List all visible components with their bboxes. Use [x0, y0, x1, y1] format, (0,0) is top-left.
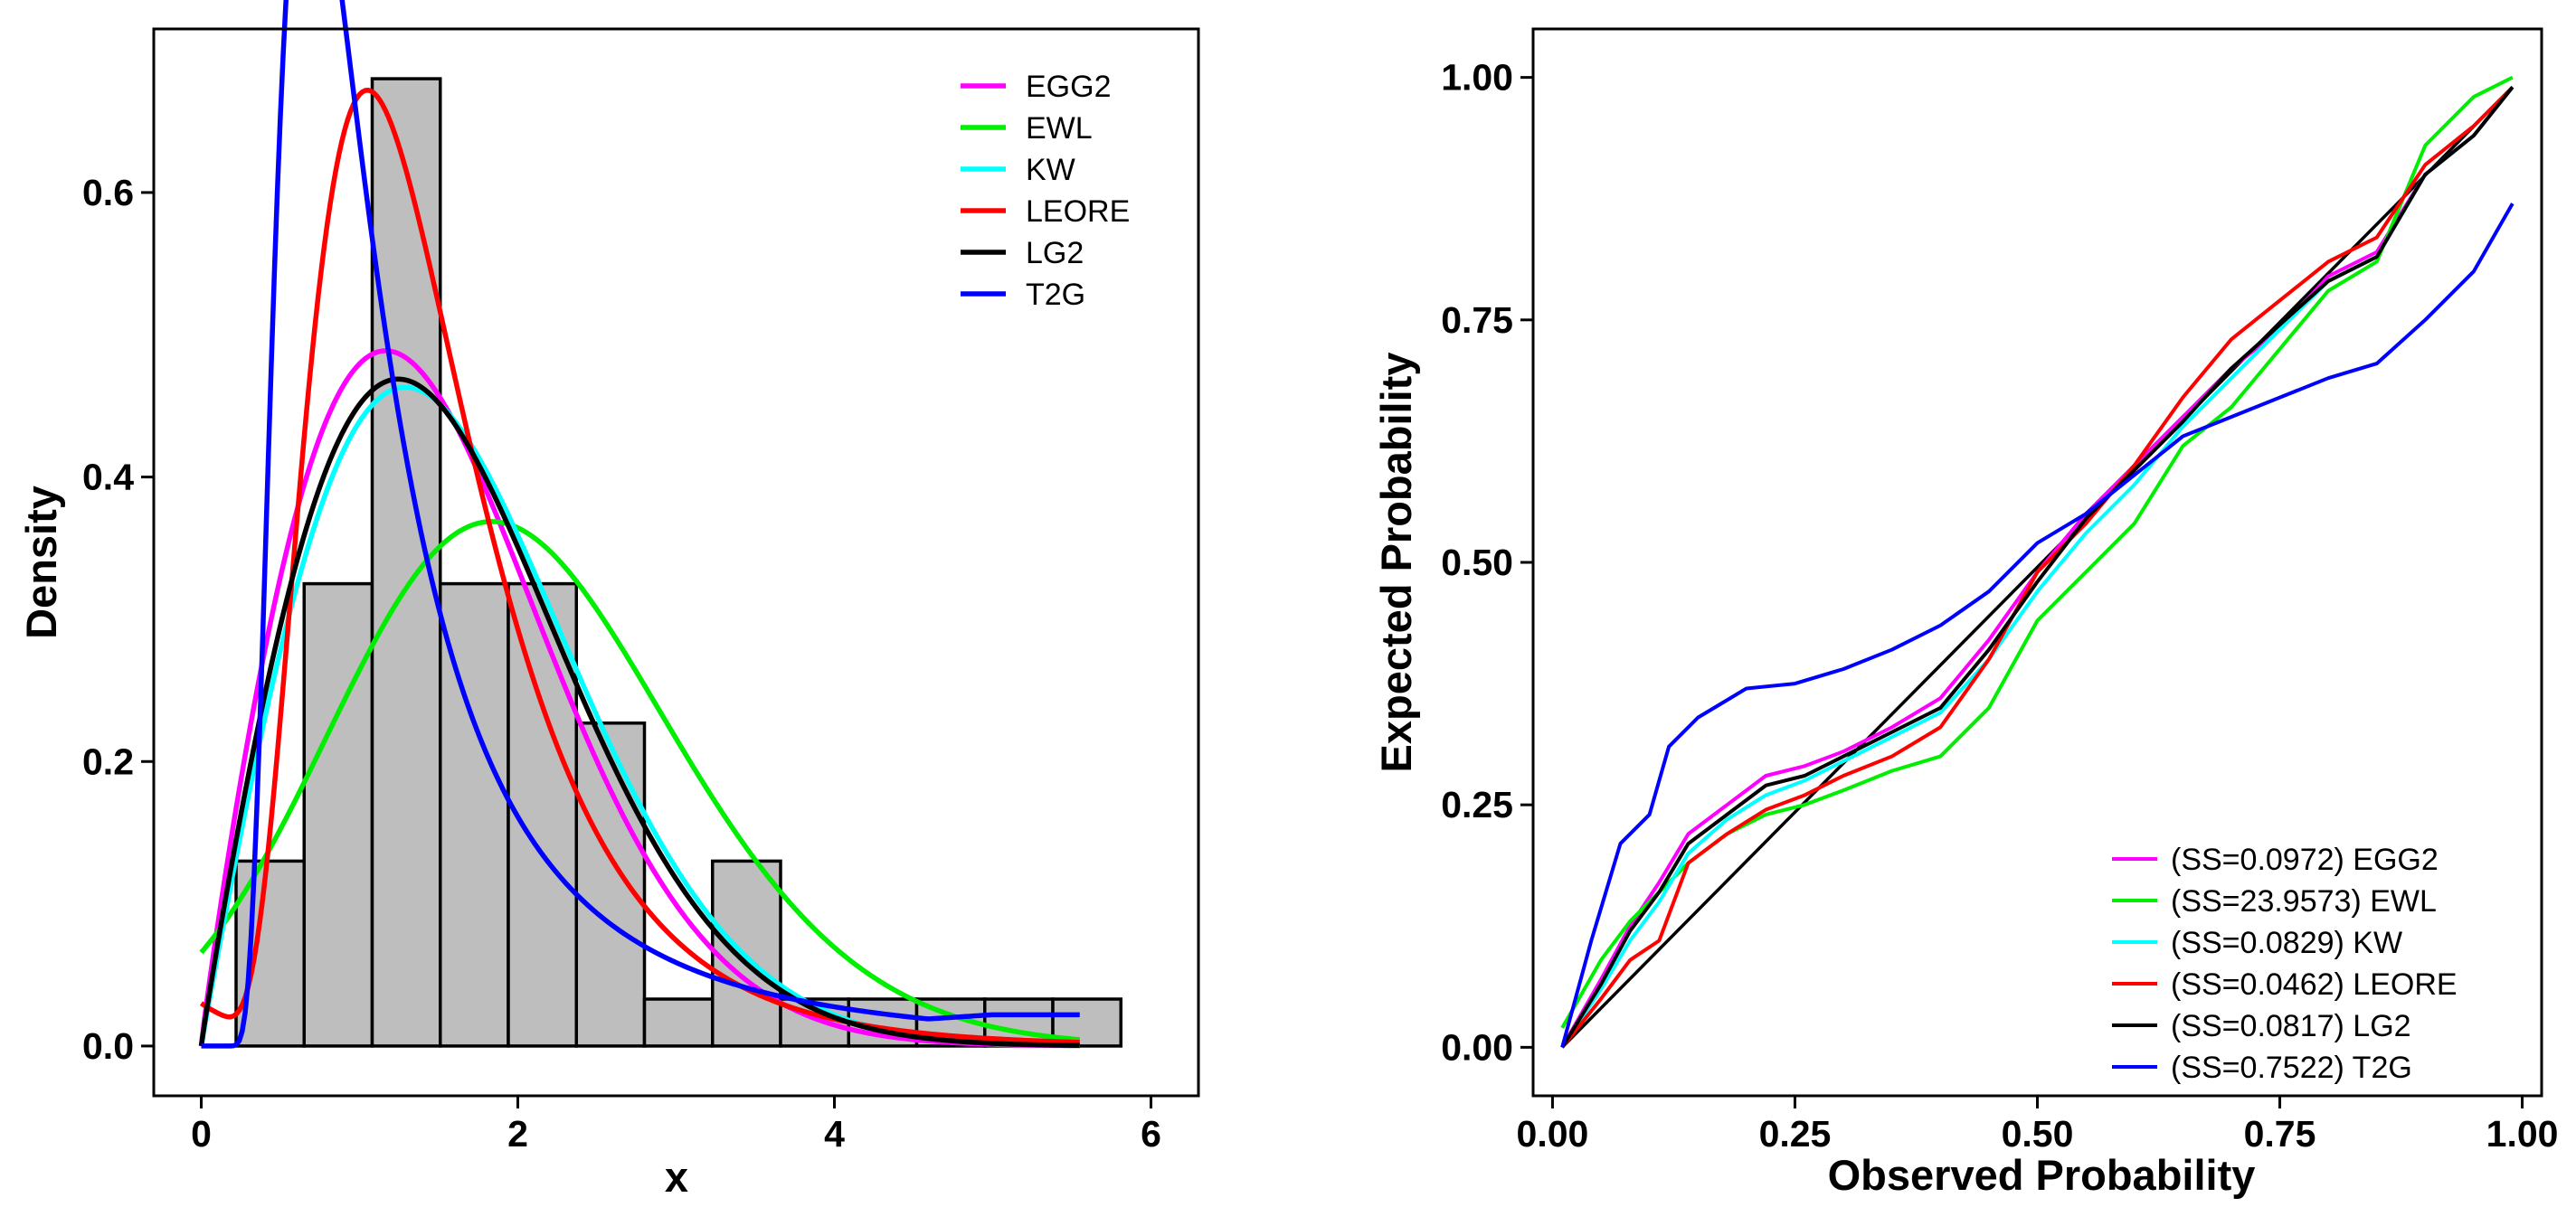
histogram-bar-8 — [711, 859, 782, 1048]
density-curve-t2g — [201, 0, 1080, 1049]
pp-legend-label-leore: (SS=0.0462) LEORE — [2171, 967, 2458, 1002]
density-curve-lg2 — [198, 376, 1080, 1049]
pp-lines — [1560, 75, 2514, 1049]
histogram-x-tick-label: 6 — [1141, 1113, 1161, 1155]
pp-line-lg2 — [1560, 86, 2514, 1049]
pp-legend-label-kw: (SS=0.0829) KW — [2171, 926, 2402, 960]
histogram-y-axis-title: Density — [17, 486, 65, 639]
legend-label-leore: LEORE — [1026, 194, 1130, 229]
pp-legend-label-lg2: (SS=0.0817) LG2 — [2171, 1009, 2411, 1043]
histogram-bar-2 — [302, 581, 374, 1048]
histogram-y-tick-label: 0.0 — [82, 1025, 134, 1067]
pp-y-tick-label: 0.00 — [1441, 1026, 1513, 1068]
histogram-bar-13 — [1051, 997, 1122, 1048]
legend-label-ewl: EWL — [1026, 111, 1093, 146]
histogram-x-axis-title: x — [665, 1153, 688, 1201]
pp-y-tick-label: 0.50 — [1441, 542, 1513, 583]
pp-y-tick-label: 0.75 — [1441, 299, 1513, 341]
histogram-y-tick-label: 0.6 — [82, 172, 134, 213]
legend-label-lg2: LG2 — [1026, 236, 1084, 270]
histogram-panel: 0 2 4 6 0.0 0.2 0.4 0.6 x Density EGG2 EWL KW LEO… — [17, 0, 1200, 1201]
histogram-x-tick-label: 4 — [824, 1113, 845, 1155]
pp-x-axis-title: Observed Probability — [1828, 1151, 2256, 1199]
pp-x-tick-label: 0.75 — [2244, 1113, 2316, 1155]
pp-legend-label-egg2: (SS=0.0972) EGG2 — [2171, 843, 2439, 877]
pp-x-ticks: 0.00 0.25 0.50 0.75 1.00 — [1517, 1096, 2559, 1155]
histogram-bar-5 — [507, 581, 578, 1048]
histogram-legend: EGG2 EWL KW LEORE LG2 T2G — [961, 70, 1130, 312]
pp-x-tick-label: 0.50 — [2002, 1113, 2074, 1155]
pp-y-axis-title: Expected Probability — [1372, 353, 1420, 773]
histogram-y-tick-label: 0.4 — [82, 457, 134, 498]
density-curve-leore — [199, 88, 1080, 1045]
pp-legend: (SS=0.0972) EGG2 (SS=23.9573) EWL (SS=0.08… — [2112, 843, 2458, 1085]
density-curve-ewl — [199, 519, 1080, 1042]
histogram-y-ticks: 0.0 0.2 0.4 0.6 — [82, 172, 154, 1067]
pp-x-tick-label: 0.00 — [1517, 1113, 1589, 1155]
histogram-y-tick-label: 0.2 — [82, 740, 134, 782]
histogram-bar-7 — [642, 997, 715, 1048]
histogram-x-ticks: 0 2 4 6 — [191, 1096, 1161, 1155]
pp-legend-label-ewl: (SS=23.9573) EWL — [2171, 884, 2437, 919]
histogram-bar-6 — [574, 721, 647, 1048]
pp-y-tick-label: 0.25 — [1441, 784, 1513, 825]
histogram-x-tick-label: 2 — [507, 1113, 528, 1155]
pp-line-leore — [1560, 85, 2514, 1049]
pp-legend-label-t2g: (SS=0.7522) T2G — [2171, 1051, 2412, 1085]
legend-label-t2g: T2G — [1026, 278, 1085, 312]
pp-x-tick-label: 0.25 — [1759, 1113, 1832, 1155]
histogram-x-tick-label: 0 — [191, 1113, 212, 1155]
pp-line-t2g — [1560, 203, 2514, 1048]
pp-line-egg2 — [1560, 86, 2514, 1049]
pp-y-ticks: 0.00 0.25 0.50 0.75 1.00 — [1441, 57, 1533, 1068]
pp-plot-panel: 0.00 0.25 0.50 0.75 1.00 0.00 0.25 0.50 0.75 1.0… — [1372, 27, 2559, 1199]
histogram-plot-border — [152, 27, 1200, 1098]
legend-label-egg2: EGG2 — [1026, 70, 1111, 104]
pp-y-tick-label: 1.00 — [1441, 57, 1513, 99]
density-curves — [198, 0, 1080, 1049]
pp-x-tick-label: 1.00 — [2486, 1113, 2559, 1155]
legend-label-kw: KW — [1026, 153, 1075, 187]
histogram-bars — [234, 77, 1122, 1048]
